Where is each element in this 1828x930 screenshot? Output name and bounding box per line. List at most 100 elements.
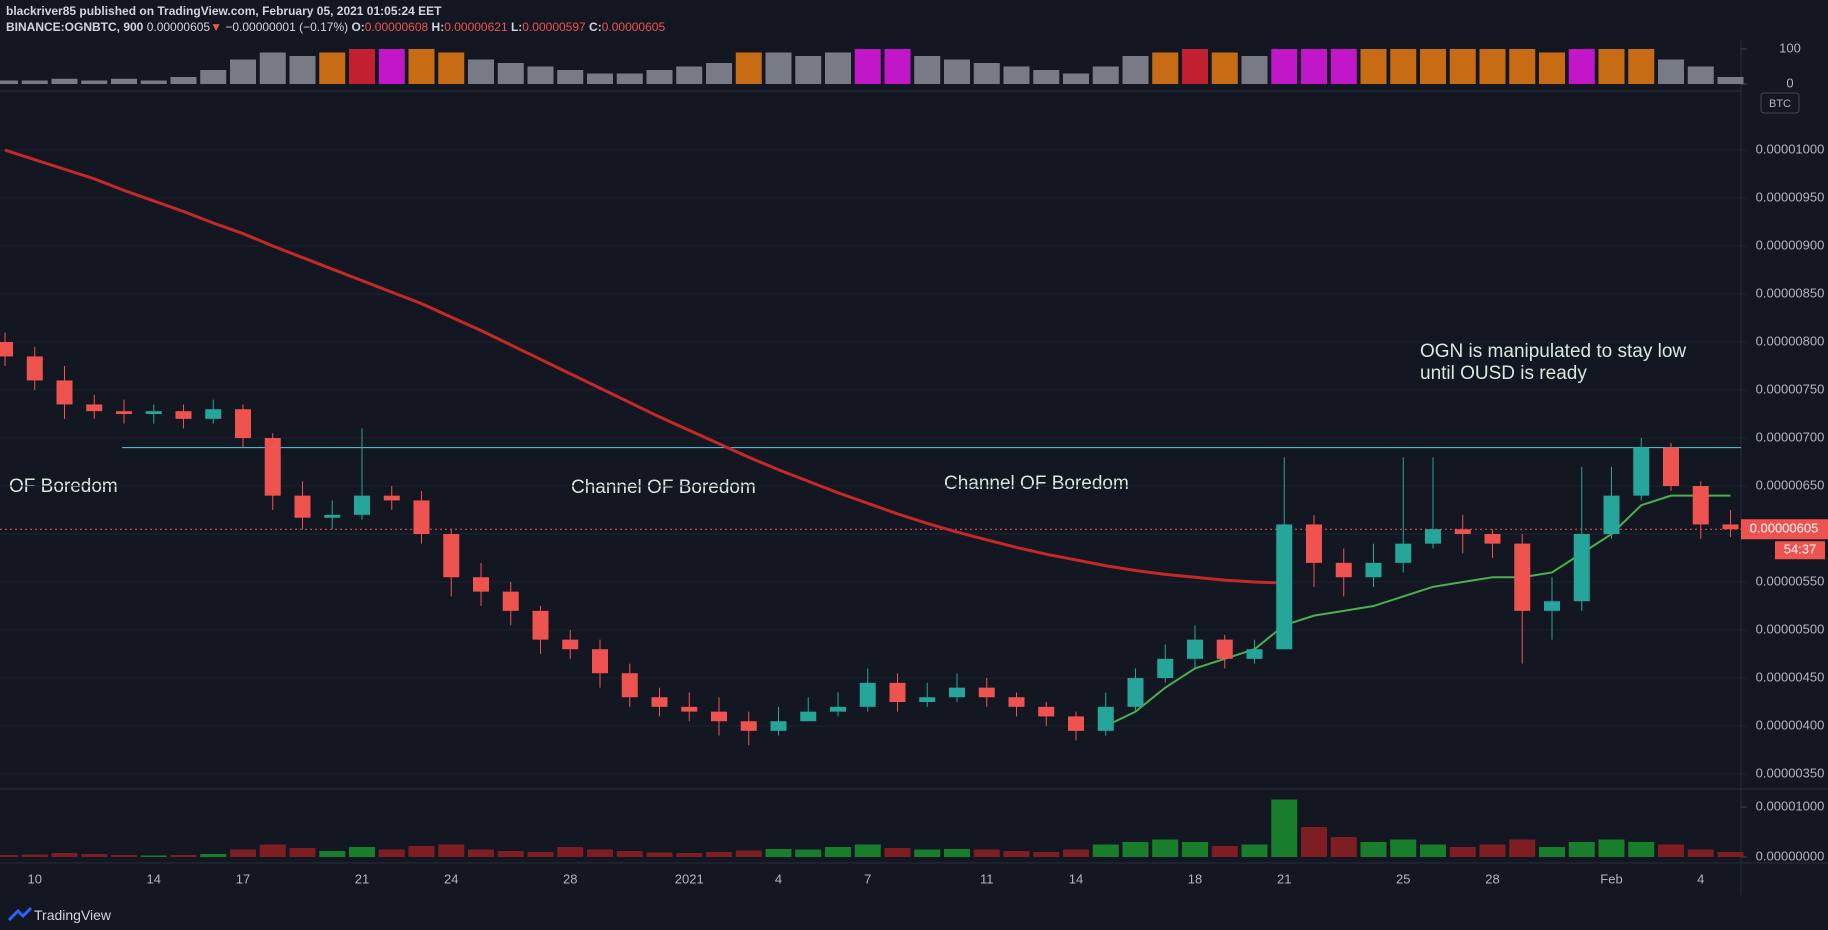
candle-body — [1603, 495, 1620, 535]
volume-bar — [1539, 847, 1565, 857]
indicator-bar — [1449, 49, 1476, 84]
y-tick-label: 0.00000400 — [1756, 717, 1825, 732]
indicator-bar — [676, 66, 703, 84]
y-tick-label: 0.00000750 — [1756, 381, 1825, 396]
countdown-box — [1775, 541, 1825, 560]
volume-bar — [616, 851, 643, 857]
y-tick-label: 0.00000900 — [1756, 237, 1825, 252]
annotation: Channel OF Boredom — [571, 477, 756, 498]
candle-body — [1216, 639, 1233, 659]
candle-body — [1663, 447, 1679, 487]
volume-bar — [378, 849, 405, 857]
volume-bar — [735, 850, 762, 857]
x-tick-label: 18 — [1188, 871, 1202, 886]
volume-bar — [408, 846, 435, 857]
volume-bar — [289, 848, 316, 857]
candle-body — [1306, 524, 1322, 563]
indicator-bar — [1658, 59, 1684, 84]
volume-bar — [1658, 844, 1684, 857]
volume-bar — [349, 847, 375, 857]
c-label: C: — [589, 20, 602, 34]
volume-bar — [1122, 842, 1149, 857]
indicator-bar — [1509, 49, 1536, 84]
symbol: BINANCE:OGNBTC, 900 — [6, 20, 144, 34]
indicator-bar — [1271, 49, 1298, 84]
volume-bar — [497, 851, 524, 857]
indicator-bar — [527, 66, 554, 84]
indicator-bar — [1420, 49, 1446, 84]
currency: BTC — [1769, 98, 1791, 110]
indicator-bar — [1092, 66, 1119, 84]
candle-body — [592, 649, 608, 674]
x-tick-label: 24 — [444, 871, 458, 886]
candle-body — [830, 706, 846, 712]
volume-bar — [230, 849, 256, 857]
indicator-bar — [200, 70, 227, 84]
candle-body — [205, 409, 222, 419]
volume-bar — [1479, 844, 1506, 857]
indicator-bar — [1717, 77, 1744, 84]
volume-bar — [914, 849, 941, 857]
candle-body — [711, 711, 727, 722]
brand: TradingView — [34, 907, 112, 923]
h-label: H: — [431, 20, 445, 34]
candle-body — [1097, 706, 1114, 731]
indicator-bar — [1211, 52, 1238, 84]
candle-body — [0, 342, 13, 357]
indicator-bar — [914, 56, 941, 84]
volume-bar — [1241, 844, 1268, 857]
volume-bar — [1063, 849, 1089, 857]
change: −0.00000001 (−0.17%) — [225, 20, 349, 34]
candle-body — [145, 411, 162, 415]
annotation: Channel OF Boredom — [944, 473, 1129, 494]
candle-body — [175, 411, 192, 419]
candle-body — [1365, 562, 1382, 578]
volume-bar — [1092, 844, 1119, 857]
indicator-bar — [1033, 70, 1060, 84]
volume-bar — [587, 849, 613, 857]
indicator-bar — [1687, 66, 1714, 84]
indicator-bar — [21, 80, 48, 84]
x-tick-label: 11 — [980, 871, 994, 886]
indicator-bar — [1390, 49, 1417, 84]
x-tick-label: 21 — [1277, 871, 1291, 886]
volume-bar — [825, 847, 851, 857]
x-tick-label: 4 — [775, 871, 782, 886]
o-label: O: — [351, 20, 365, 34]
x-tick-label: 10 — [28, 871, 42, 886]
candle-body — [1335, 562, 1352, 578]
volume-bar — [1509, 839, 1536, 857]
x-tick-label: 28 — [1485, 871, 1499, 886]
candle-body — [681, 706, 698, 712]
x-tick-label: 4 — [1697, 871, 1704, 886]
indicator-bar — [884, 49, 911, 84]
candle-body — [562, 639, 579, 650]
candle-body — [1573, 534, 1590, 602]
candle-body — [800, 711, 817, 722]
candle-body — [1008, 697, 1025, 707]
y-tick-label: 100 — [1779, 40, 1801, 55]
x-tick-label: 7 — [864, 871, 871, 886]
indicator-bar — [1330, 49, 1357, 84]
indicator-bar — [1360, 49, 1387, 84]
annotation: until OUSD is ready — [1420, 363, 1587, 384]
indicator-bar — [944, 59, 970, 84]
indicator-bar — [438, 52, 465, 84]
volume-bar — [765, 849, 792, 857]
h: 0.00000621 — [444, 20, 508, 34]
volume-bar — [1301, 827, 1327, 857]
volume-bar — [1360, 842, 1387, 857]
volume-bar — [1717, 852, 1744, 857]
indicator-bar — [825, 52, 851, 84]
indicator-bar — [854, 49, 881, 84]
candle-body — [1633, 447, 1650, 496]
indicator-bar — [1479, 49, 1506, 84]
candle-body — [235, 409, 251, 439]
indicator-bar — [259, 52, 286, 84]
volume-bar — [1152, 839, 1179, 857]
x-tick-label: 14 — [1069, 871, 1083, 886]
candle-body — [1038, 706, 1055, 717]
candle-body — [1514, 543, 1531, 611]
candle-body — [1692, 486, 1709, 525]
